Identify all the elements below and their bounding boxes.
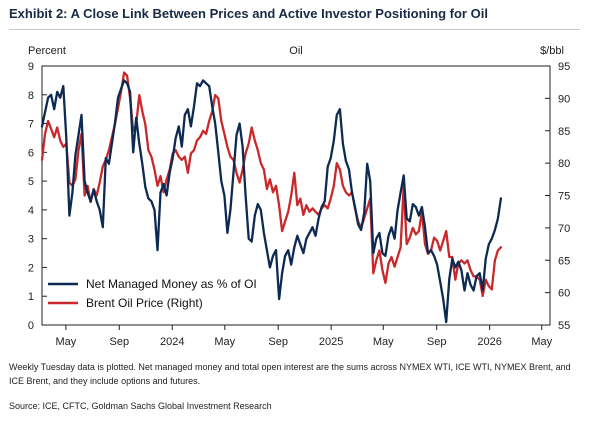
legend-label: Net Managed Money as % of OI: [86, 277, 257, 291]
oil-positioning-chart: Percent Oil $/bbl 0 1 2 3 4 5 6 7 8 9 55 60 65 70 75 8…: [28, 45, 570, 348]
right-tick-label: 85: [558, 126, 570, 138]
right-tick-label: 70: [558, 223, 570, 235]
legend-label: Brent Oil Price (Right): [86, 296, 203, 310]
left-tick-label: 3: [28, 234, 34, 246]
x-tick-label: May: [214, 336, 235, 348]
x-tick-label: Sep: [268, 336, 288, 348]
source-line: Source: ICE, CFTC, Goldman Sachs Global …: [9, 401, 272, 411]
x-tick-label: May: [531, 336, 552, 348]
left-tick-label: 2: [28, 262, 34, 274]
x-tick-label: 2025: [319, 336, 343, 348]
chart-legend: Net Managed Money as % of OI Brent Oil Pr…: [48, 277, 257, 310]
right-tick-label: 90: [558, 93, 570, 105]
left-tick-label: 0: [28, 320, 34, 332]
left-tick-label: 1: [28, 291, 34, 303]
title-divider: [9, 29, 580, 30]
right-tick-label: 55: [558, 320, 570, 332]
left-tick-label: 7: [28, 119, 34, 131]
net-managed-money-line: [40, 79, 503, 324]
exhibit-title: Exhibit 2: A Close Link Between Prices a…: [9, 6, 488, 21]
right-tick-label: 95: [558, 61, 570, 73]
right-tick-label: 75: [558, 191, 570, 203]
right-tick-label: 80: [558, 158, 570, 170]
x-tick-label: 2024: [160, 336, 184, 348]
left-tick-label: 4: [28, 205, 34, 217]
x-tick-label: May: [373, 336, 394, 348]
x-tick-label: 2026: [477, 336, 501, 348]
left-tick-label: 6: [28, 147, 34, 159]
chart-footnote: Weekly Tuesday data is plotted. Net mana…: [9, 362, 571, 386]
left-axis-label: Percent: [28, 45, 66, 57]
x-tick-label: Sep: [427, 336, 447, 348]
left-tick-label: 9: [28, 61, 34, 73]
x-tick-label: May: [55, 336, 76, 348]
left-tick-label: 8: [28, 90, 34, 102]
right-tick-label: 60: [558, 288, 570, 300]
right-axis-label: $/bbl: [540, 45, 564, 57]
chart-title: Oil: [289, 45, 302, 57]
right-tick-label: 65: [558, 255, 570, 267]
brent-price-line: [40, 71, 503, 298]
x-tick-label: Sep: [109, 336, 129, 348]
left-tick-label: 5: [28, 176, 34, 188]
